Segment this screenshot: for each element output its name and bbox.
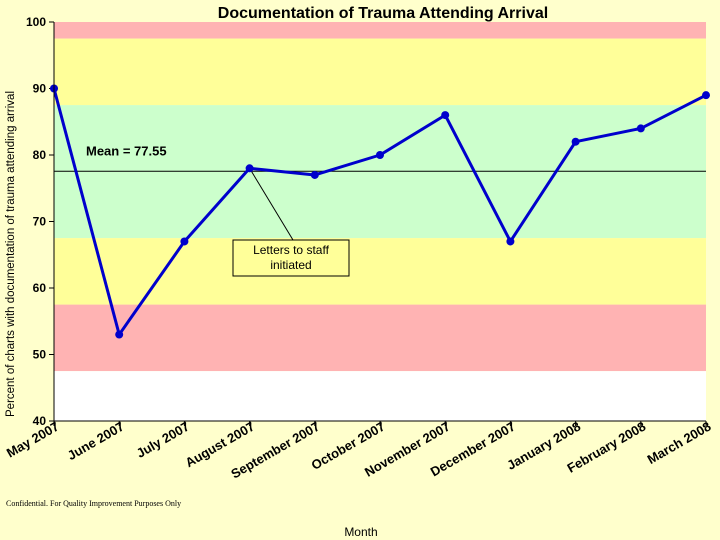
y-tick-label: 40 [33, 414, 47, 428]
data-point [376, 151, 384, 159]
x-axis-label: Month [344, 525, 377, 539]
y-axis-label: Percent of charts with documentation of … [5, 91, 17, 417]
band-4 [54, 304, 706, 372]
x-tick-label: March 2008 [645, 419, 714, 467]
y-tick-label: 100 [26, 15, 46, 29]
annotation-box [232, 239, 350, 277]
y-tick-label: 80 [33, 148, 47, 162]
mean-label: Mean = 77.55 [86, 143, 167, 158]
band-0 [54, 22, 706, 39]
data-point [180, 237, 189, 246]
data-point [571, 137, 580, 146]
y-tick-label: 70 [33, 215, 47, 229]
annotation-leader-line [249, 168, 294, 241]
y-tick-label: 90 [33, 82, 47, 96]
data-point [506, 237, 515, 246]
data-point [115, 330, 124, 339]
confidentiality-footer: Confidential. For Quality Improvement Pu… [6, 499, 181, 508]
band-5 [54, 371, 706, 421]
chart-title: Documentation of Trauma Attending Arriva… [218, 5, 548, 22]
annotation-text-line-2: initiated [270, 258, 311, 272]
y-tick-label: 50 [33, 348, 47, 362]
band-1 [54, 38, 706, 106]
data-point [245, 164, 254, 173]
y-tick-label: 60 [33, 281, 47, 295]
data-point [702, 91, 710, 100]
band-3 [54, 238, 706, 305]
series-group [50, 84, 710, 339]
annotation-text-line-1: Letters to staff [253, 243, 329, 257]
data-point [441, 111, 450, 120]
data-point [636, 124, 645, 133]
x-tick-label: June 2007 [65, 419, 127, 463]
y-axis-ticks: 40 50 60 70 80 90 100 [26, 15, 54, 428]
reference-bands [54, 22, 706, 421]
data-point [310, 170, 319, 179]
x-tick-label: July 2007 [134, 419, 192, 461]
